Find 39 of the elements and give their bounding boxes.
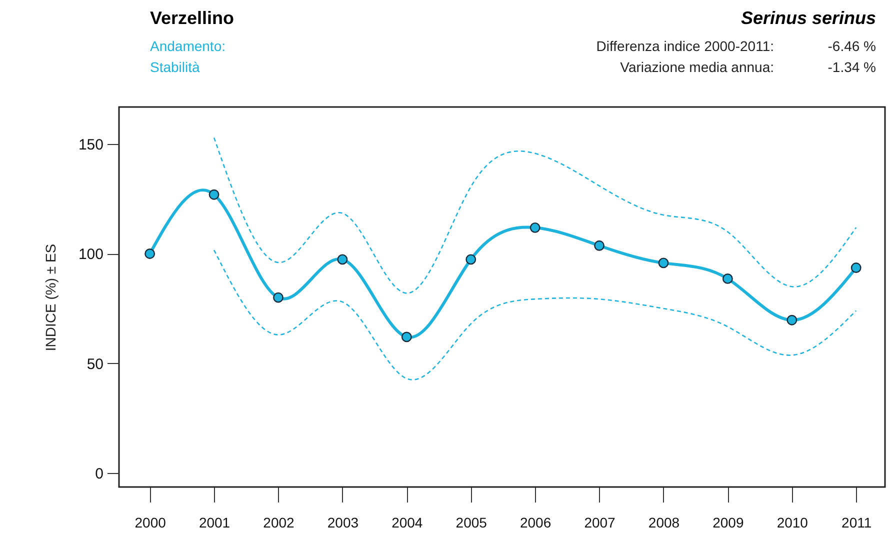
point: [273, 292, 284, 303]
point: [337, 254, 348, 265]
chart-subtitle: Serinus serinus: [740, 8, 876, 29]
x-tick-label: 2008: [648, 514, 680, 530]
x-tick-label: 2007: [584, 514, 616, 530]
x-tick-label: 2009: [712, 514, 744, 530]
point: [144, 248, 156, 259]
point: [658, 258, 669, 268]
x-tick-label: 2006: [520, 514, 552, 530]
text: -6.46 %: [828, 38, 876, 54]
chart-title: Verzellino: [150, 8, 234, 29]
text: -1.34 %: [828, 59, 876, 75]
x-tick-label: 2005: [456, 514, 488, 530]
line-series: [213, 249, 857, 380]
x-tick-label: 2002: [263, 514, 295, 530]
y-tick-label: 100: [78, 246, 104, 264]
point: [786, 314, 798, 326]
point: [208, 189, 220, 200]
x-tick-label: 2001: [198, 514, 230, 530]
y-tick-label: 50: [86, 356, 104, 373]
x-tick-label: 2011: [842, 514, 872, 530]
y-axis-title: INDICE (%) ± ES: [42, 244, 58, 352]
x-tick-label: 2010: [776, 514, 808, 530]
x-tick-label: 2003: [327, 514, 359, 530]
point: [594, 240, 604, 251]
line-series: [213, 137, 857, 294]
point: [850, 262, 862, 273]
y-tick-label: 150: [78, 136, 104, 154]
text: Variazione media annua:: [620, 59, 774, 75]
x-tick-label: 2000: [134, 514, 166, 530]
y-tick-label: 0: [95, 465, 104, 482]
text: Andamento:: [150, 38, 226, 54]
point: [466, 254, 476, 265]
point: [530, 222, 540, 233]
point: [722, 274, 733, 284]
text: Stabilità: [150, 59, 200, 75]
point: [401, 332, 412, 342]
text: Differenza indice 2000-2011:: [596, 38, 774, 54]
x-tick-label: 2004: [392, 514, 423, 530]
